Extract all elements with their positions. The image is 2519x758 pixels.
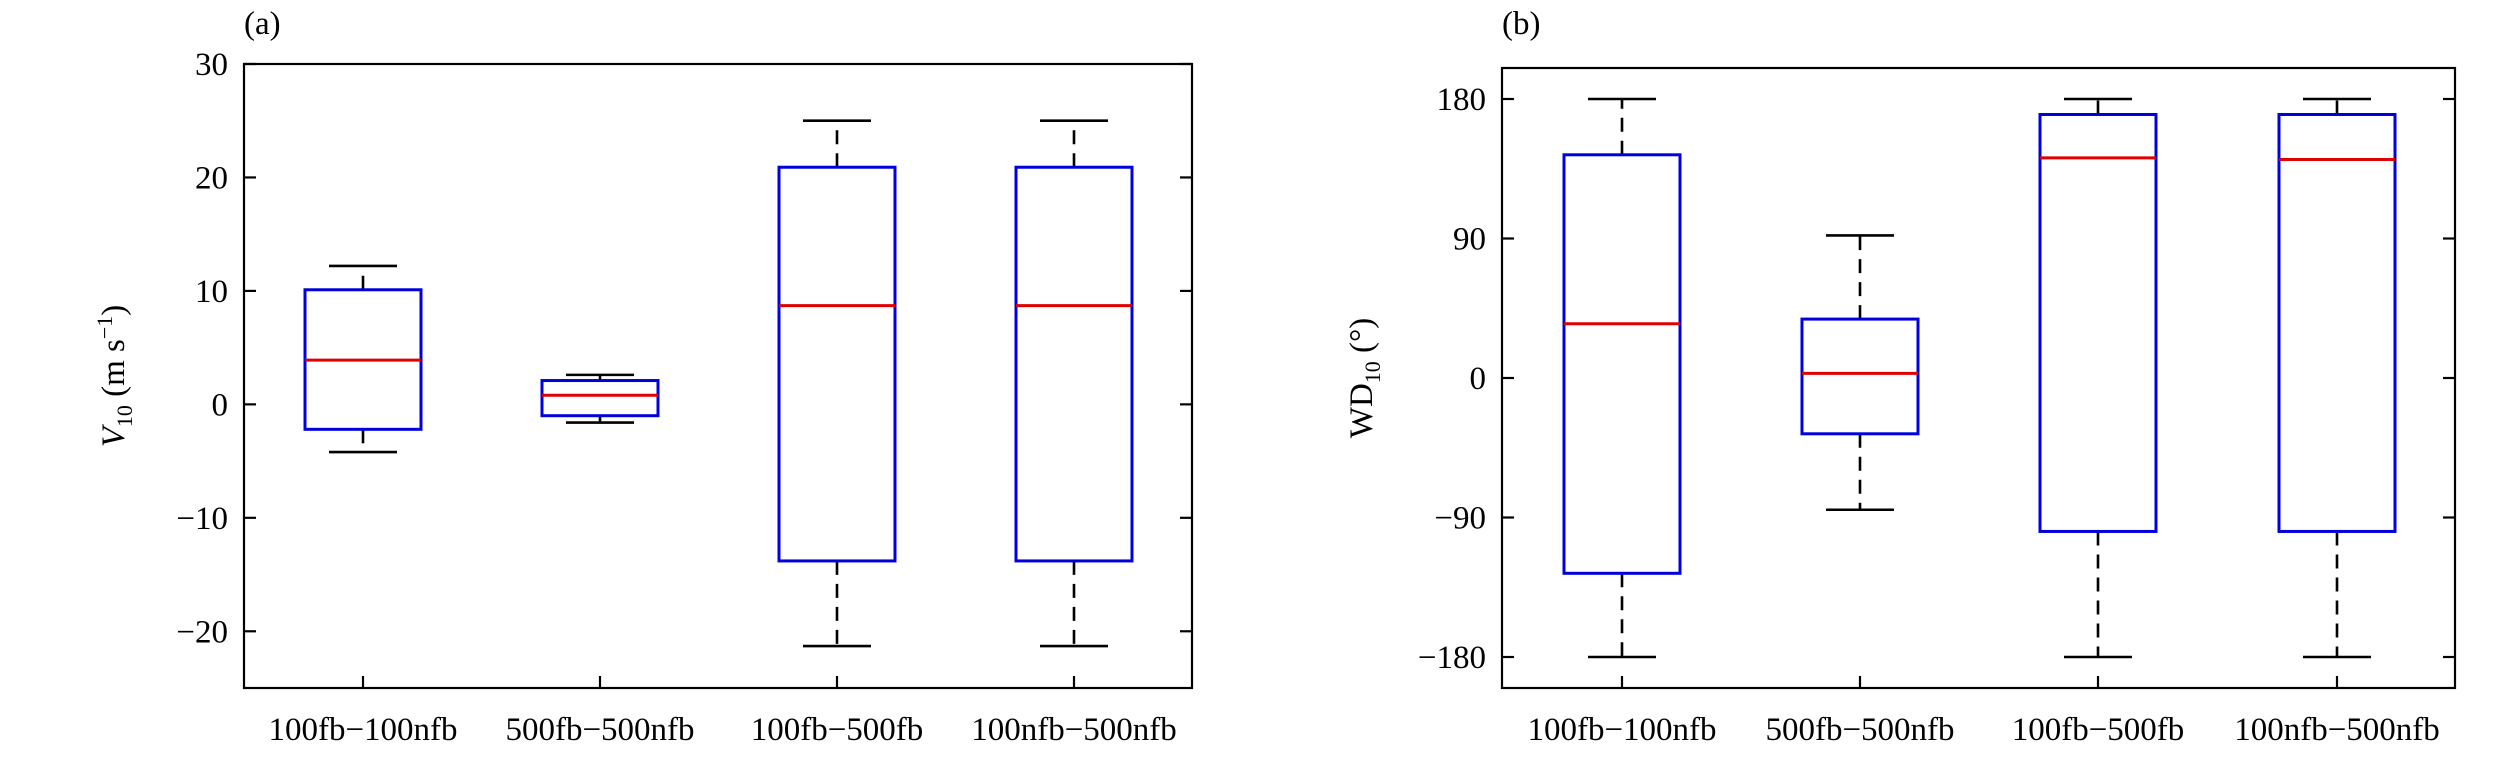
iqr-box	[777, 165, 897, 563]
y-tick-label: 90	[1453, 222, 1486, 258]
boxplot-4	[1014, 119, 1134, 648]
iqr-box	[2277, 113, 2397, 533]
y-axis-label-main: WD	[1344, 383, 1380, 438]
boxplot-4	[2277, 97, 2397, 659]
y-tick-label: 20	[195, 160, 228, 196]
y-axis-label-unit: (m s	[96, 339, 132, 405]
panel-b: (b) −180 −90 0 90 180 WD10 (°) 100fb−100nfb 500f…	[1344, 6, 2457, 748]
x-tick-label: 100nfb−500nfb	[2234, 712, 2440, 748]
panel-label: (b)	[1502, 6, 1540, 42]
x-tick-label: 100nfb−500nfb	[971, 712, 1177, 748]
y-axis-label-superscript: −1	[92, 316, 117, 339]
panel-label: (a)	[244, 6, 281, 42]
y-tick-label: −180	[1418, 640, 1486, 676]
y-axis-label: WD10 (°)	[1344, 318, 1385, 438]
y-tick-label: 10	[195, 274, 228, 310]
boxplot-1	[1562, 97, 1682, 659]
y-axis-label-unit: (°)	[1344, 318, 1380, 361]
y-axis-label: V10 (m s−1)	[92, 305, 137, 448]
iqr-box	[1562, 153, 1682, 575]
y-tick-label: −10	[176, 501, 228, 537]
y-tick-label: 0	[1470, 361, 1487, 397]
y-tick-label: 30	[195, 47, 228, 83]
y-axis-label-subscript: 10	[112, 405, 137, 427]
x-tick-label: 100fb−100nfb	[1527, 712, 1716, 748]
y-tick-label: 180	[1437, 82, 1487, 118]
x-tick-label: 100fb−500fb	[751, 712, 924, 748]
boxplot-1	[303, 264, 423, 454]
boxplot-3	[777, 119, 897, 648]
y-axis-label-main: V	[96, 423, 132, 447]
x-tick-label: 500fb−500nfb	[1765, 712, 1954, 748]
plot-frame	[242, 62, 1194, 690]
x-tick-label: 100fb−500fb	[2012, 712, 2185, 748]
boxplot-3	[2038, 97, 2158, 659]
y-tick-label: −90	[1434, 501, 1486, 537]
y-tick-label: −20	[176, 614, 228, 650]
iqr-box	[1014, 165, 1134, 563]
x-tick-label: 500fb−500nfb	[505, 712, 694, 748]
iqr-box	[540, 379, 660, 418]
boxplot-2	[540, 373, 660, 424]
y-axis-label-unit-close: )	[96, 305, 132, 316]
x-tick-label: 100fb−100nfb	[268, 712, 457, 748]
y-tick-label: 0	[212, 387, 229, 423]
iqr-box	[1800, 317, 1920, 436]
iqr-box	[2038, 113, 2158, 533]
y-axis-label-subscript: 10	[1360, 361, 1385, 383]
boxplot-2	[1800, 234, 1920, 512]
